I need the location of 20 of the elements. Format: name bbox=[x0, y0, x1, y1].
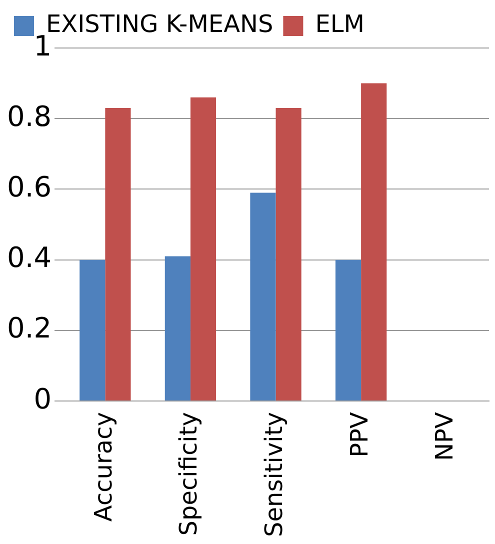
y-tick-label: 0.8 bbox=[7, 100, 52, 133]
x-tick-label: PPV bbox=[345, 411, 374, 458]
y-tick-label: 0.2 bbox=[7, 312, 52, 345]
bar bbox=[80, 260, 106, 401]
x-tick-label: Specificity bbox=[174, 412, 203, 536]
bar bbox=[335, 260, 362, 401]
x-tick-label: Sensitivity bbox=[260, 412, 288, 538]
y-tick-label: 0.6 bbox=[7, 170, 52, 204]
bar bbox=[105, 108, 131, 401]
x-tick-label: NPV bbox=[430, 411, 459, 461]
bar bbox=[190, 97, 216, 401]
y-tick-label: 0.4 bbox=[7, 241, 52, 274]
bar bbox=[250, 192, 276, 401]
bar bbox=[361, 83, 387, 401]
x-tick-label: Accuracy bbox=[89, 412, 118, 522]
bar bbox=[164, 256, 190, 401]
bar bbox=[276, 108, 302, 401]
legend-label: EXISTING K-MEANS bbox=[46, 10, 274, 38]
y-tick-label: 0 bbox=[34, 382, 52, 416]
legend-label: ELM bbox=[315, 10, 364, 38]
